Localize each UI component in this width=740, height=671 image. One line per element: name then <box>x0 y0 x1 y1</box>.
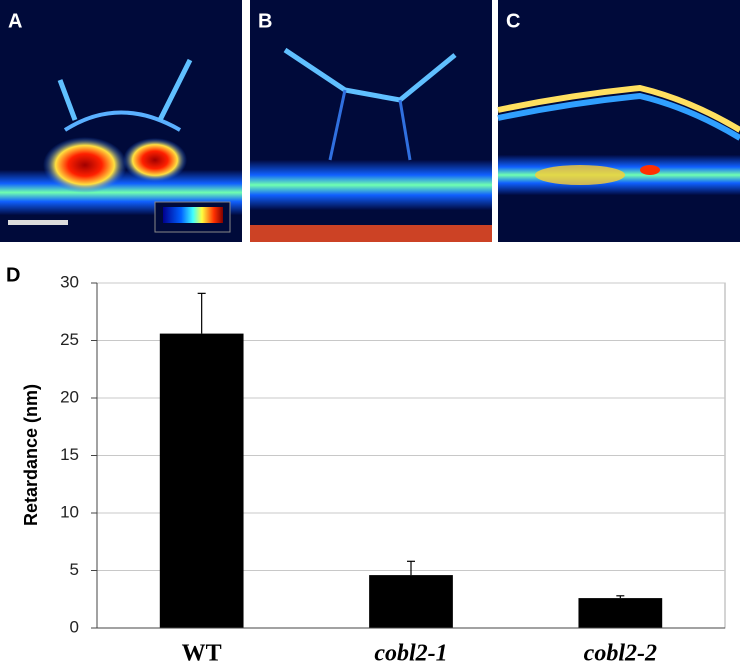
micrograph-a: A <box>0 0 242 242</box>
y-tick-label: 0 <box>70 617 79 636</box>
micrograph-c: C <box>497 0 740 242</box>
bar <box>369 575 453 628</box>
bar <box>159 333 244 628</box>
plot-area: 0 5 10 15 20 25 30 WT cobl2-1 cobl2-2 <box>60 272 726 667</box>
panel-label: A <box>8 10 22 32</box>
x-tick-label: WT <box>182 641 222 667</box>
y-axis-label: Retardance (nm) <box>21 384 41 526</box>
y-tick-label: 5 <box>70 560 79 579</box>
panel-label: D <box>6 264 20 286</box>
x-tick-label: cobl2-1 <box>374 641 447 667</box>
x-tick-label: cobl2-2 <box>584 641 657 667</box>
y-tick-label: 30 <box>60 272 79 291</box>
micrograph-b: B <box>250 0 492 242</box>
panel-label: B <box>258 10 272 32</box>
y-tick-label: 20 <box>60 387 79 406</box>
bar <box>578 598 663 628</box>
y-tick-label: 15 <box>60 445 79 464</box>
y-tick-label: 25 <box>60 330 79 349</box>
y-tick-label: 10 <box>60 502 79 521</box>
panel-label: C <box>506 10 520 32</box>
